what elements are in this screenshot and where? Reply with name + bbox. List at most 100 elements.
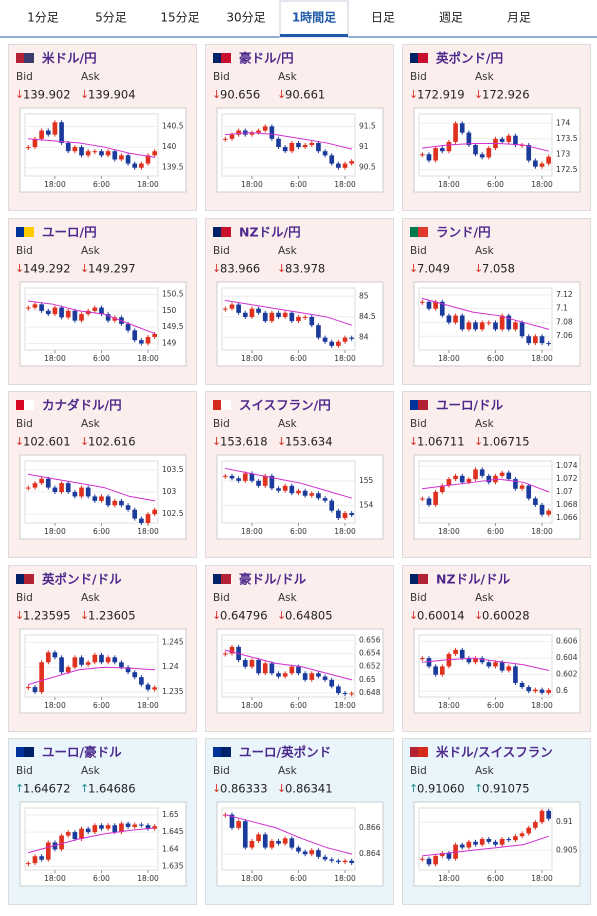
tab[interactable]: 30分足: [226, 11, 265, 25]
candle: [439, 485, 445, 492]
x-tick-label: 6:00: [93, 354, 110, 363]
candle: [262, 312, 268, 322]
moving-average: [27, 666, 156, 686]
pair-title[interactable]: 豪ドル/円: [239, 51, 294, 66]
x-tick-label: 18:00: [438, 701, 460, 710]
candle: [222, 475, 228, 477]
candle: [539, 504, 545, 515]
x-tick-label: 6:00: [290, 527, 307, 536]
pair-title[interactable]: 米ドル/円: [41, 51, 97, 66]
candle: [52, 122, 58, 135]
candle: [229, 814, 235, 828]
candle: [72, 310, 78, 321]
ask-label: Ask: [475, 592, 495, 604]
candle: [526, 827, 532, 834]
y-tick-label: 1.066: [556, 513, 578, 522]
tab[interactable]: 日足: [371, 11, 395, 25]
candle: [112, 657, 118, 663]
bid-value: 0.86333: [220, 782, 268, 796]
candle: [546, 510, 552, 515]
candle: [249, 840, 255, 848]
pair-title[interactable]: ユーロ/英ポンド: [239, 745, 331, 760]
candle: [316, 673, 321, 677]
x-tick-label: 18:00: [438, 874, 460, 883]
candle: [59, 835, 64, 850]
candle: [322, 498, 328, 501]
tab[interactable]: 1時間足: [292, 10, 336, 25]
ask-value: 0.60028: [482, 609, 530, 623]
pair-title[interactable]: スイスフラン/円: [239, 398, 331, 413]
candle: [32, 687, 38, 693]
pair-title[interactable]: NZドル/円: [239, 225, 301, 240]
candle: [316, 493, 321, 499]
tab[interactable]: 1分足: [27, 11, 59, 25]
candle: [59, 122, 64, 143]
candle: [229, 646, 235, 654]
candle: [132, 330, 138, 341]
candle: [25, 307, 31, 309]
candle: [499, 315, 505, 330]
candle: [269, 312, 275, 322]
pair-title[interactable]: 英ポンド/円: [436, 51, 503, 66]
candle: [486, 839, 492, 842]
y-tick-label: 173.5: [556, 134, 578, 143]
candle: [296, 847, 301, 852]
candle: [302, 316, 308, 318]
candle: [152, 826, 158, 829]
candle: [473, 145, 478, 155]
ask-value: 172.926: [482, 88, 530, 102]
bid-label: Bid: [410, 592, 427, 604]
pair-title[interactable]: 英ポンド/ドル: [42, 572, 122, 587]
pair-title[interactable]: ユーロ/円: [42, 225, 97, 240]
candle: [145, 825, 151, 829]
ask-value: 0.86341: [285, 782, 333, 796]
flag: [418, 227, 428, 237]
tab[interactable]: 週足: [439, 11, 463, 25]
ask-value: 90.661: [285, 88, 325, 102]
bid-arrow: ↓: [212, 262, 221, 275]
ask-label: Ask: [81, 71, 101, 83]
pair-title[interactable]: ランド/円: [436, 225, 491, 240]
pair-title[interactable]: 米ドル/スイスフラン: [435, 745, 553, 760]
ask-arrow: ↓: [277, 435, 286, 448]
pair-title[interactable]: カナダドル/円: [42, 398, 122, 413]
ask-value: 102.616: [88, 435, 136, 449]
candle: [39, 662, 44, 693]
candle: [45, 842, 51, 860]
pair-title[interactable]: ユーロ/豪ドル: [42, 745, 122, 760]
ask-value: 1.06715: [482, 435, 530, 449]
bid-value: 90.656: [220, 88, 260, 102]
candle: [99, 825, 104, 829]
flag: [24, 53, 34, 63]
candle: [79, 828, 84, 839]
y-tick-label: 1.64: [162, 844, 179, 853]
candle: [296, 666, 301, 674]
bid-label: Bid: [410, 245, 427, 257]
candle: [32, 856, 38, 864]
bid-value: 1.06711: [417, 435, 465, 449]
bid-label: Bid: [16, 418, 33, 430]
pair-title[interactable]: ユーロ/ドル: [436, 398, 504, 413]
y-tick-label: 173: [556, 149, 571, 158]
x-tick-label: 18:00: [438, 180, 460, 189]
y-tick-label: 139.5: [162, 163, 184, 172]
tab[interactable]: 5分足: [95, 11, 127, 25]
x-tick-label: 6:00: [290, 701, 307, 710]
y-tick-label: 0.65: [359, 675, 376, 684]
candle: [92, 151, 98, 153]
candle: [276, 312, 281, 317]
candle: [546, 810, 552, 819]
candle: [433, 492, 438, 505]
tab[interactable]: 月足: [507, 11, 531, 25]
y-tick-label: 1.068: [556, 500, 578, 509]
candle: [533, 336, 538, 344]
pair-title[interactable]: NZドル/ドル: [436, 572, 511, 587]
candle: [473, 469, 478, 480]
candle: [152, 334, 158, 337]
candle: [349, 161, 355, 164]
tab[interactable]: 15分足: [160, 11, 199, 25]
bid-label: Bid: [16, 71, 33, 83]
candle: [236, 304, 241, 313]
candle: [519, 485, 525, 489]
pair-title[interactable]: 豪ドル/ドル: [239, 572, 307, 587]
